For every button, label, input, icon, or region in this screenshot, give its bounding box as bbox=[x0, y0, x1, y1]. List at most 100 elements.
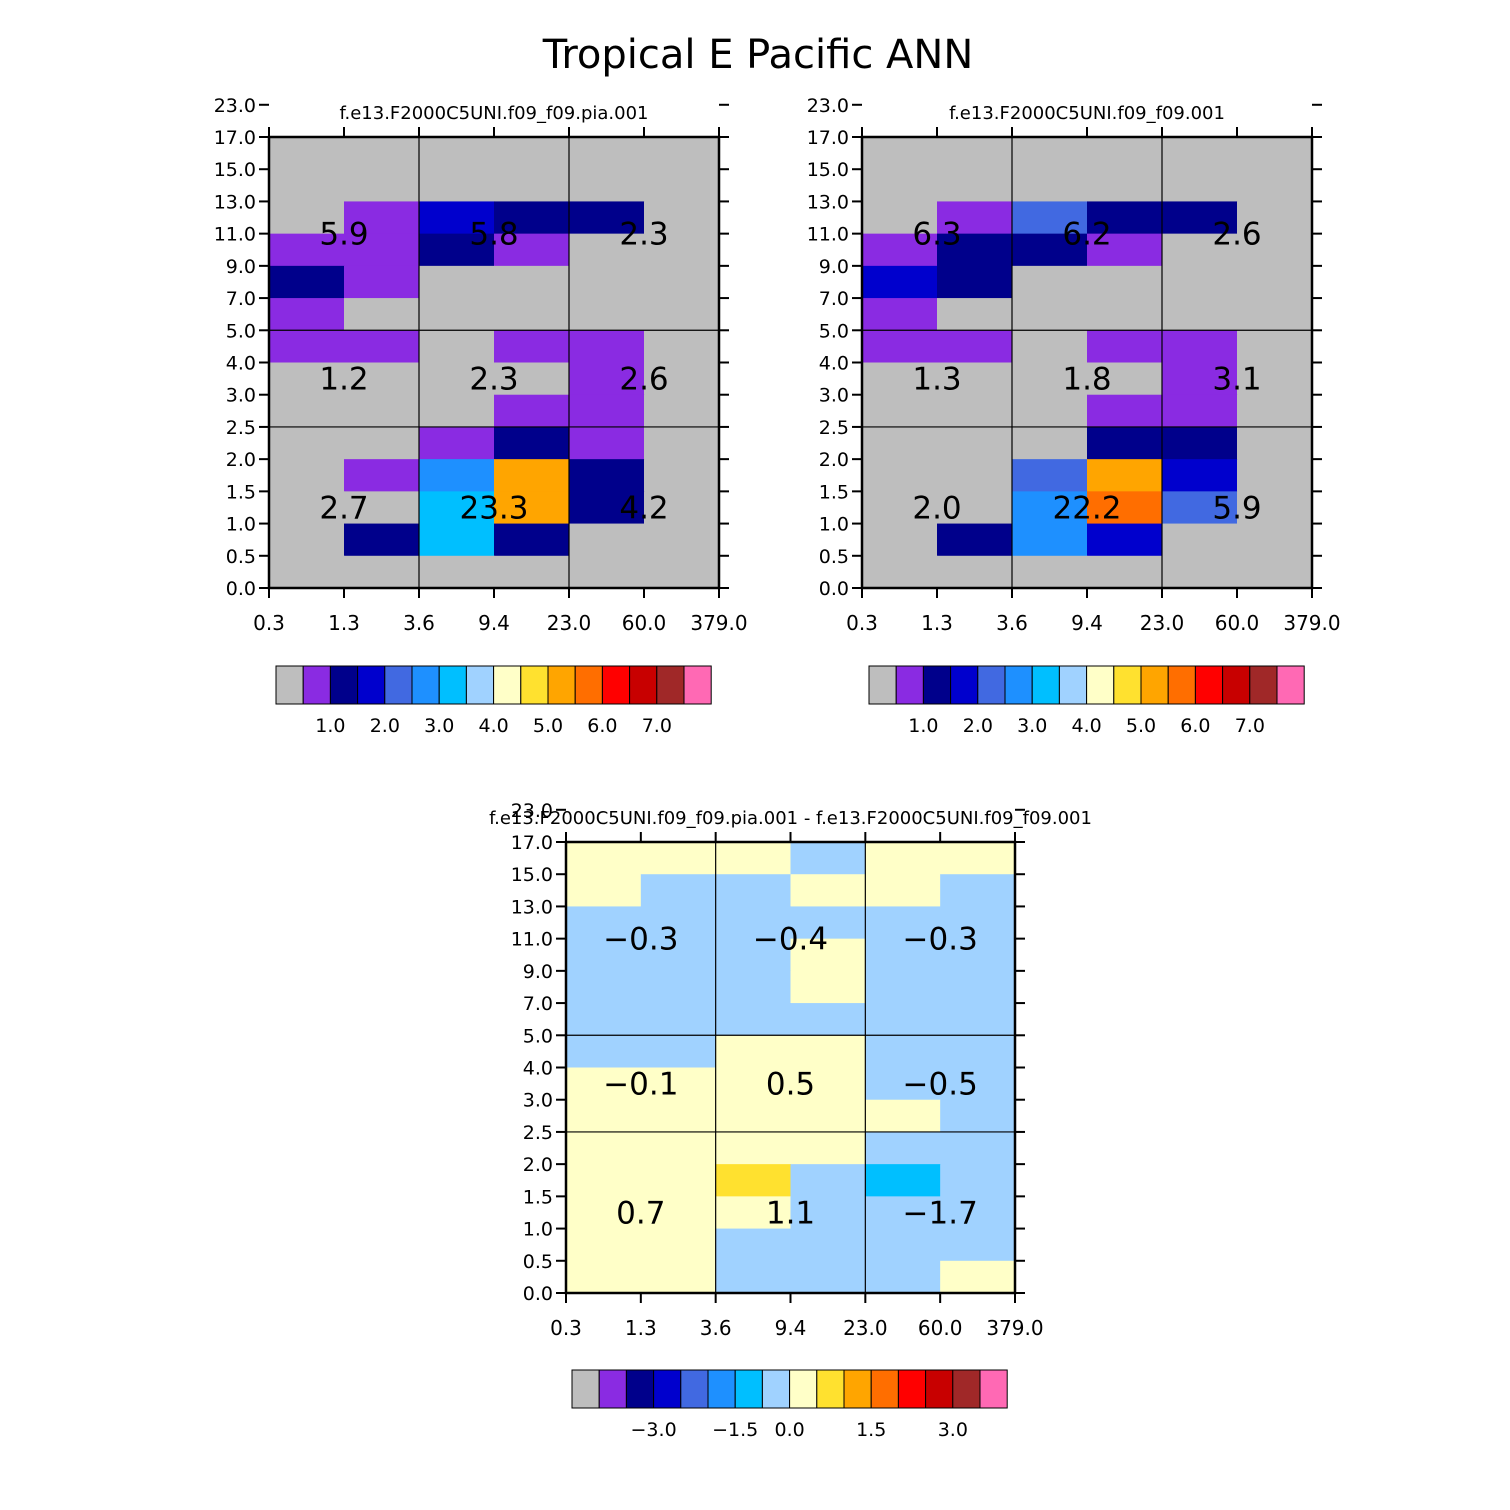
heatmap-cell bbox=[937, 233, 1013, 267]
heatmap-cell bbox=[862, 298, 938, 331]
heatmap-cell bbox=[269, 169, 345, 203]
x-tick-label: 60.0 bbox=[622, 611, 667, 635]
heatmap-cell bbox=[865, 842, 941, 875]
colorbar-swatch bbox=[1167, 665, 1196, 705]
heatmap-cell bbox=[419, 201, 495, 235]
colorbar-swatch bbox=[1222, 665, 1251, 705]
heatmap-cell bbox=[865, 1131, 941, 1165]
colorbar-label: 4.0 bbox=[478, 715, 508, 737]
colorbar-swatch bbox=[1194, 665, 1224, 705]
heatmap-cell bbox=[1237, 233, 1313, 267]
block-value: 5.8 bbox=[469, 217, 518, 253]
heatmap-cell bbox=[640, 1003, 717, 1036]
heatmap-cell bbox=[269, 330, 345, 364]
colorbar-swatch bbox=[357, 665, 386, 705]
heatmap-cell bbox=[715, 1099, 792, 1133]
heatmap-cell bbox=[569, 330, 645, 364]
heatmap-cell bbox=[644, 137, 720, 170]
heatmap-cell bbox=[344, 555, 420, 589]
y-tick-label: 1.0 bbox=[819, 514, 849, 536]
heatmap-cell bbox=[862, 491, 938, 525]
heatmap-cell bbox=[1237, 265, 1313, 299]
colorbar-swatch bbox=[547, 665, 576, 705]
colorbar-label: 7.0 bbox=[1235, 715, 1265, 737]
heatmap-cell bbox=[865, 938, 941, 972]
heatmap-cell bbox=[937, 169, 1013, 203]
heatmap-cell bbox=[790, 1228, 866, 1262]
y-tick-label: 2.0 bbox=[819, 449, 849, 471]
block-value: −0.3 bbox=[603, 922, 678, 958]
colorbar-swatch bbox=[789, 1369, 818, 1409]
y-tick-label: 9.0 bbox=[819, 256, 849, 278]
block-value: 2.0 bbox=[912, 490, 961, 526]
heatmap-cell bbox=[862, 362, 938, 396]
x-tick-label: 1.3 bbox=[921, 611, 953, 635]
block-value: 23.3 bbox=[459, 490, 528, 526]
colorbar-label: 1.0 bbox=[908, 715, 938, 737]
colorbar-swatch bbox=[493, 665, 522, 705]
heatmap-cell bbox=[644, 459, 720, 492]
y-tick-label: 2.5 bbox=[523, 1122, 553, 1144]
heatmap-cell bbox=[494, 362, 570, 396]
heatmap-cell bbox=[1162, 137, 1238, 170]
heatmap-cell bbox=[640, 1035, 717, 1069]
block-value: −0.5 bbox=[903, 1067, 978, 1103]
heatmap-cell bbox=[865, 1260, 941, 1294]
colorbar-swatch bbox=[870, 1369, 899, 1409]
heatmap-cell bbox=[494, 491, 570, 525]
panel-title: f.e13.F2000C5UNI.f09_f09.pia.001 - f.e13… bbox=[489, 808, 1092, 829]
heatmap-cell bbox=[1162, 233, 1238, 267]
heatmap-cell bbox=[715, 1164, 792, 1197]
heatmap-cell bbox=[1162, 362, 1238, 396]
colorbar-swatch bbox=[683, 665, 712, 705]
heatmap-cell bbox=[862, 233, 938, 267]
heatmap-cell bbox=[640, 1131, 717, 1165]
heatmap-cell bbox=[865, 1164, 941, 1197]
heatmap-cell bbox=[940, 1164, 1016, 1197]
heatmap-cell bbox=[790, 1164, 866, 1197]
heatmap-cell bbox=[790, 874, 866, 908]
heatmap-cell bbox=[1237, 362, 1313, 396]
heatmap-cell bbox=[1087, 330, 1163, 364]
x-tick-label: 3.6 bbox=[403, 611, 435, 635]
heatmap-cell bbox=[644, 265, 720, 299]
block-value: 5.9 bbox=[319, 217, 368, 253]
heatmap-cell bbox=[715, 1003, 792, 1036]
heatmap-cell bbox=[862, 137, 938, 170]
heatmap-cell bbox=[940, 1003, 1016, 1036]
heatmap-cell bbox=[566, 874, 642, 908]
heatmap-cell bbox=[1087, 491, 1163, 525]
heatmap-cell bbox=[640, 874, 717, 908]
y-tick-label: 5.0 bbox=[819, 320, 849, 342]
heatmap-cell bbox=[715, 938, 792, 972]
heatmap-cell bbox=[1012, 362, 1088, 396]
heatmap-cell bbox=[640, 970, 717, 1004]
heatmap-cell bbox=[344, 426, 420, 460]
heatmap-cell bbox=[715, 1260, 792, 1294]
colorbar-swatch bbox=[979, 1369, 1008, 1409]
heatmap-cell bbox=[269, 459, 345, 492]
heatmap-cell bbox=[1237, 491, 1313, 525]
heatmap-cell bbox=[1162, 201, 1238, 235]
colorbar-swatch bbox=[1004, 665, 1033, 705]
heatmap-cell bbox=[419, 298, 495, 331]
block-value: 6.2 bbox=[1062, 217, 1111, 253]
heatmap-cell bbox=[566, 1067, 642, 1101]
heatmap-cell bbox=[1237, 426, 1313, 460]
heatmap-cell bbox=[715, 1131, 792, 1165]
heatmap-cell bbox=[790, 970, 866, 1004]
heatmap-cell bbox=[344, 137, 420, 170]
block-value: 6.3 bbox=[912, 217, 961, 253]
heatmap-cell bbox=[494, 523, 570, 557]
colorbar-swatch bbox=[843, 1369, 872, 1409]
heatmap-cell bbox=[1012, 555, 1088, 589]
heatmap-cell bbox=[937, 491, 1013, 525]
panel-difference: f.e13.F2000C5UNI.f09_f09.pia.001 - f.e13… bbox=[489, 800, 1092, 1441]
y-tick-label: 9.0 bbox=[226, 256, 256, 278]
heatmap-cell bbox=[640, 1228, 717, 1262]
heatmap-cell bbox=[494, 426, 570, 460]
heatmap-cell bbox=[790, 1003, 866, 1036]
heatmap-cell bbox=[865, 874, 941, 908]
heatmap-cell bbox=[569, 491, 645, 525]
heatmap-cell bbox=[940, 906, 1016, 940]
